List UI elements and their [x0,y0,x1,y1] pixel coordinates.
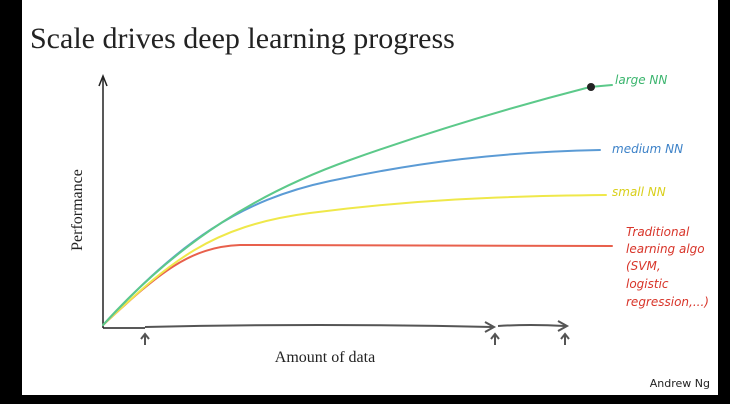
traditional-label-line: (SVM, [626,259,661,273]
traditional-label-line: logistic [626,277,669,291]
y-axis-label: Performance [69,169,86,251]
traditional-label-line: Traditional [626,225,690,239]
traditional-label: Traditional learning algo (SVM, logistic… [626,225,709,309]
slide-background [22,0,718,395]
axes [98,73,145,329]
small-nn-label: small NN [612,185,666,199]
slide-title: Scale drives deep learning progress [30,22,455,55]
large-nn-curve [102,84,613,326]
x-axis-label: Amount of data [275,349,375,366]
y-axis-arrow [98,73,108,87]
traditional-label-line: learning algo [626,242,705,256]
data-range-arrows [140,320,570,345]
footer-author: Andrew Ng [650,377,710,390]
medium-nn-label: medium NN [612,142,683,156]
traditional-label-line: regression,...) [626,295,709,309]
small-nn-curve [102,194,607,326]
large-nn-label: large NN [615,73,667,87]
curve-dot [587,83,595,91]
